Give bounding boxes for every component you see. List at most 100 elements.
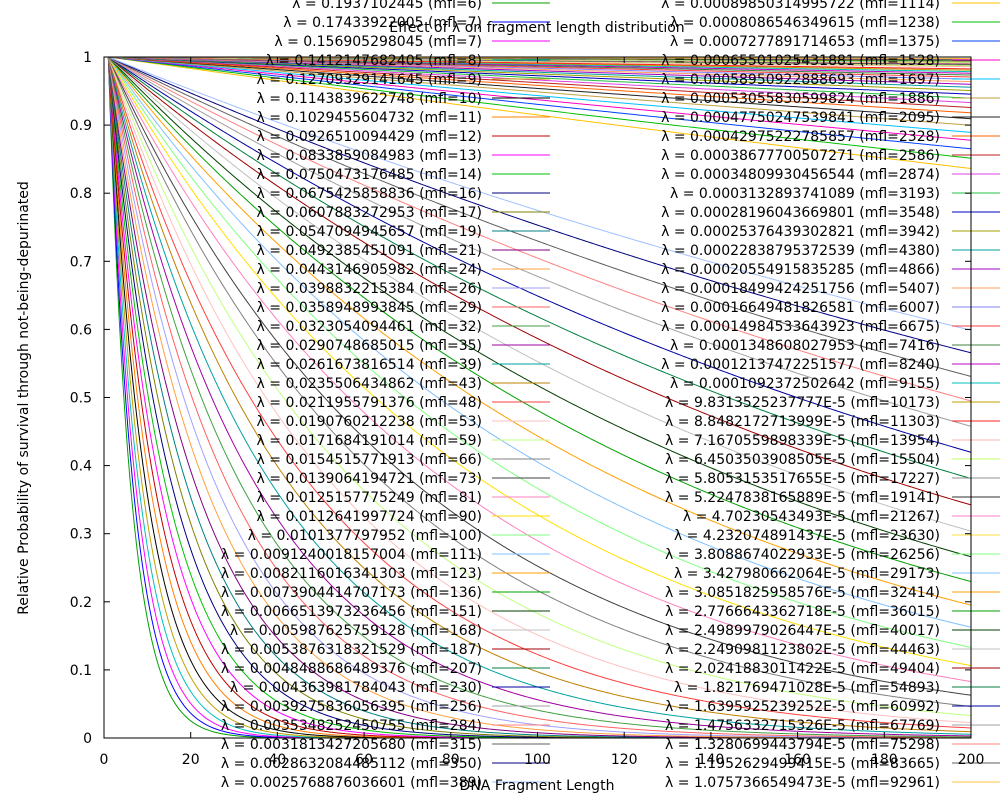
legend-entry-label: λ = 0.0290748685015 (mfl=35)	[257, 338, 482, 354]
y-tick-label: 0	[83, 731, 92, 747]
legend-entry-label: λ = 0.00025376439302821 (mfl=3942)	[661, 224, 940, 240]
series-line	[108, 57, 971, 427]
series-line	[108, 57, 971, 88]
y-tick-label: 0.9	[70, 118, 92, 134]
series-line	[108, 57, 971, 95]
legend-entry-label: λ = 0.0323054094461 (mfl=32)	[257, 319, 482, 335]
y-tick-label: 0.6	[70, 322, 92, 338]
legend-entry-label: λ = 0.0750473176485 (mfl=14)	[257, 167, 482, 183]
legend-entry-label: λ = 0.1412147682405 (mfl=8)	[265, 53, 482, 69]
legend-entry-label: λ = 0.00065501025431881 (mfl=1528)	[661, 53, 940, 69]
y-tick-label: 0.1	[70, 663, 92, 679]
legend-entry-label: λ = 0.0001348608027953 (mfl=7416)	[670, 338, 940, 354]
series-line	[108, 57, 971, 133]
series-line	[107, 57, 971, 729]
legend-entry-label: λ = 0.0008086546349615 (mfl=1238)	[670, 15, 940, 31]
legend-entry-label: λ = 7.1670559898339E-5 (mfl=13954)	[665, 433, 940, 449]
series-line	[108, 57, 971, 331]
x-tick-label: 140	[698, 752, 725, 768]
legend-entry-label: λ = 2.2490981123802E-5 (mfl=44463)	[665, 642, 940, 658]
legend-entry-label: λ = 4.70230543493E-5 (mfl=21267)	[683, 509, 940, 525]
legend-entry-label: λ = 4.232074891437E-5 (mfl=23630)	[674, 528, 940, 544]
legend-entry-label: λ = 0.0154515771913 (mfl=66)	[257, 452, 482, 468]
legend-entry-label: λ = 0.0048488686489376 (mfl=207)	[221, 661, 482, 677]
legend-entry-label: λ = 0.1937102445 (mfl=6)	[292, 0, 482, 12]
series-line	[107, 57, 971, 738]
series-line	[107, 57, 971, 733]
series-line	[108, 57, 971, 480]
legend-entry-label: λ = 0.0139064194721 (mfl=73)	[257, 471, 482, 487]
series-line	[107, 57, 971, 737]
x-tick-label: 120	[611, 752, 638, 768]
legend-entry-label: λ = 0.0039275836056395 (mfl=256)	[221, 699, 482, 715]
legend-entry-label: λ = 0.00014984533643923 (mfl=6675)	[661, 319, 940, 335]
legend-entry-label: λ = 0.0675425858836 (mfl=16)	[257, 186, 482, 202]
legend-entry-label: λ = 0.0073904414707173 (mfl=136)	[221, 585, 482, 601]
legend-entry-label: λ = 0.0261673816514 (mfl=39)	[257, 357, 482, 373]
legend-entry-label: λ = 0.0112641997724 (mfl=90)	[257, 509, 482, 525]
series-line	[107, 57, 971, 738]
legend-entry-label: λ = 6.4503503908505E-5 (mfl=15504)	[665, 452, 940, 468]
legend-entry-label: λ = 0.0171684191014 (mfl=59)	[257, 433, 482, 449]
x-tick-label: 60	[355, 752, 373, 768]
series-line	[107, 57, 971, 738]
legend-entry-label: λ = 0.1029455604732 (mfl=11)	[257, 110, 482, 126]
series-line	[107, 57, 971, 606]
legend-entry-label: λ = 0.0066513973236456 (mfl=151)	[221, 604, 482, 620]
legend-entry-label: λ = 0.0001092372502642 (mfl=9155)	[670, 376, 940, 392]
series-curves	[107, 57, 971, 738]
series-line	[107, 57, 971, 717]
legend-entry-label: λ = 0.0547094945657 (mfl=19)	[257, 224, 482, 240]
legend-entry-label: λ = 2.0241883011422E-5 (mfl=49404)	[665, 661, 940, 677]
legend-entry-label: λ = 0.00012137472251577 (mfl=8240)	[661, 357, 940, 373]
series-line	[108, 57, 971, 402]
legend-entry-label: λ = 2.7766643362718E-5 (mfl=36015)	[665, 604, 940, 620]
series-line	[108, 57, 971, 141]
legend-entry-label: λ = 0.0358948993845 (mfl=29)	[257, 300, 482, 316]
series-line	[108, 57, 971, 126]
series-line	[108, 57, 971, 114]
legend-entry-label: λ = 0.156905298045 (mfl=7)	[274, 34, 482, 50]
x-tick-label: 20	[182, 752, 200, 768]
legend-entry-label: λ = 0.00058950922888693 (mfl=1697)	[661, 72, 940, 88]
legend-entry-label: λ = 0.00047750247539841 (mfl=2095)	[661, 110, 940, 126]
legend-entry-label: λ = 0.0082116016341303 (mfl=123)	[221, 566, 482, 582]
series-line	[107, 57, 971, 648]
legend-entry-label: λ = 1.0757366549473E-5 (mfl=92961)	[665, 775, 940, 791]
legend-entry-label: λ = 3.8088674022933E-5 (mfl=26256)	[665, 547, 940, 563]
legend: λ = 0.1937102445 (mfl=6) λ = 0.1743392200…	[221, 0, 1000, 791]
legend-entry-label: λ = 0.0053876318321529 (mfl=187)	[221, 642, 482, 658]
legend-entry-label: λ = 0.00020554915835285 (mfl=4866)	[661, 262, 940, 278]
legend-entry-label: λ = 2.4989979026447E-5 (mfl=40017)	[665, 623, 940, 639]
series-line	[107, 57, 971, 628]
legend-entry-label: λ = 0.0025768876036601 (mfl=389)	[221, 775, 482, 791]
legend-entry-label: λ = 0.00018499424251756 (mfl=5407)	[661, 281, 940, 297]
series-line	[108, 57, 971, 169]
x-axis-label: DNA Fragment Length	[460, 778, 615, 794]
legend-entry-label: λ = 0.0035348252450755 (mfl=284)	[221, 718, 482, 734]
legend-entry-label: λ = 3.427980662064E-5 (mfl=29173)	[674, 566, 940, 582]
legend-entry-label: λ = 0.0443146905982 (mfl=24)	[257, 262, 482, 278]
legend-entry-label: λ = 1.4756332715326E-5 (mfl=67769)	[665, 718, 940, 734]
legend-entry-label: λ = 0.17433922005 (mfl=7)	[283, 15, 482, 31]
legend-entry-label: λ = 0.0031813427205680 (mfl=315)	[221, 737, 482, 753]
legend-entry-label: λ = 0.00038677700507271 (mfl=2586)	[661, 148, 940, 164]
legend-entry-label: λ = 5.2247838165889E-5 (mfl=19141)	[665, 490, 940, 506]
series-line	[108, 57, 971, 159]
series-line	[108, 57, 971, 150]
y-tick-label: 0.4	[70, 459, 92, 475]
x-tick-label: 180	[871, 752, 898, 768]
legend-entry-label: λ = 0.0235506434862 (mfl=43)	[257, 376, 482, 392]
y-tick-label: 0.5	[70, 391, 92, 407]
legend-entry-label: λ = 0.00022838795372539 (mfl=4380)	[661, 243, 940, 259]
series-line	[108, 57, 971, 99]
y-axis-ticks: 0 0.1 0.2 0.3 0.4 0.5 0.6 0.7 0.8 0.9 1	[70, 50, 971, 747]
series-line	[107, 57, 971, 532]
legend-entry-label: λ = 0.00028196043669801 (mfl=3548)	[661, 205, 940, 221]
y-tick-label: 0.7	[70, 254, 92, 270]
legend-entry-label: λ = 0.0125157775249 (mfl=81)	[257, 490, 482, 506]
series-line	[108, 57, 971, 92]
series-line	[107, 57, 971, 683]
legend-entry-label: λ = 0.0091240018157004 (mfl=111)	[221, 547, 482, 563]
